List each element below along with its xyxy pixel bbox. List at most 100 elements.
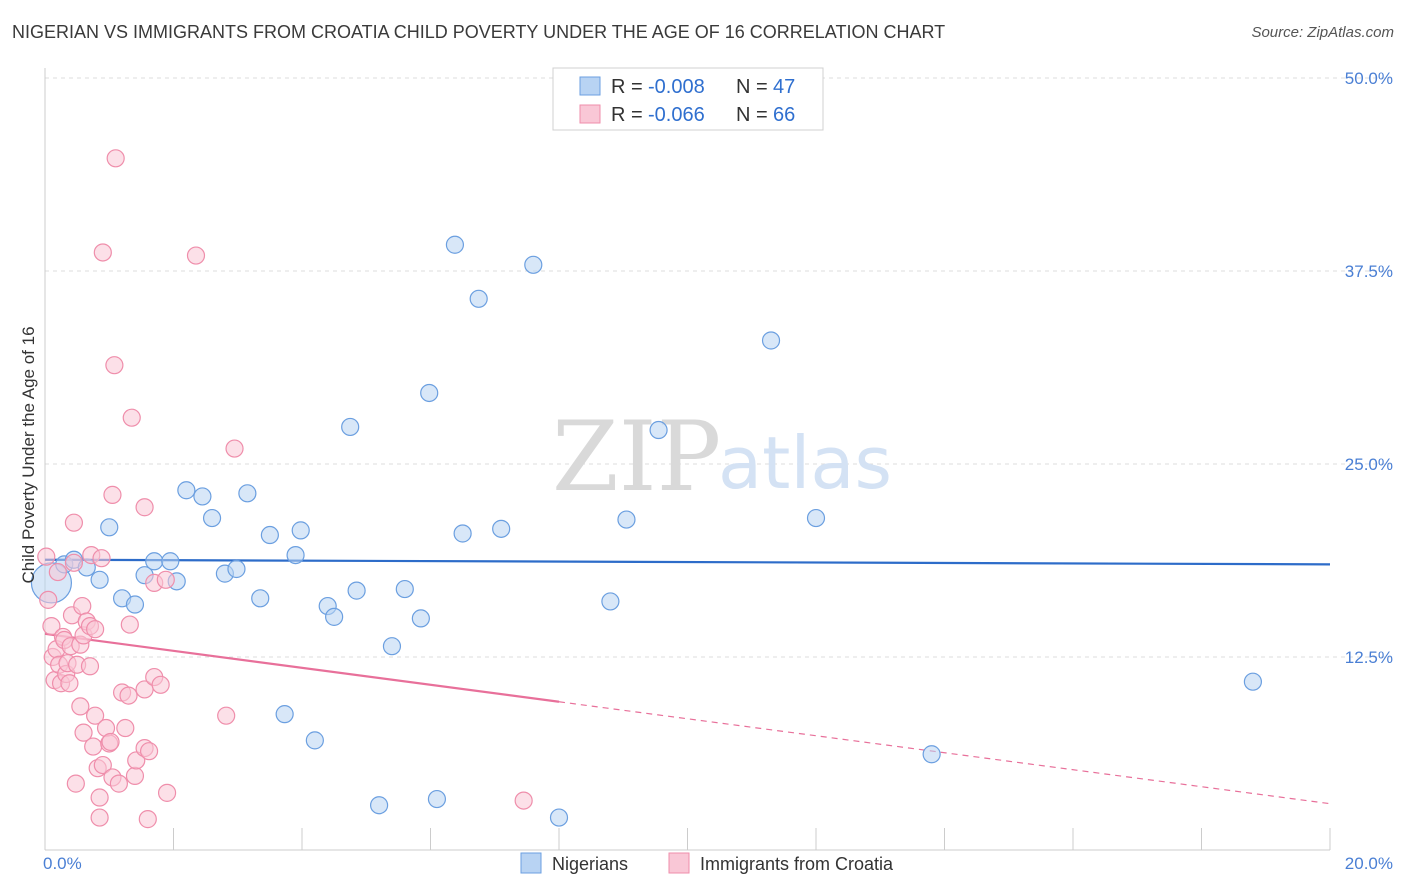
point-nigerians [202,508,222,528]
point-croatia [135,498,154,517]
bottom-legend-croatia: Immigrants from Croatia [700,854,894,874]
point-croatia [93,755,112,775]
point-croatia [120,615,139,634]
point-nigerians [617,510,636,529]
point-nigerians [286,545,305,565]
point-nigerians [370,796,389,815]
point-croatia [106,149,125,168]
y-tick-label: 50.0% [1345,69,1393,88]
x-tick-label-start: 0.0% [43,854,82,873]
point-croatia [119,686,138,705]
legend-n-value-2: 66 [773,104,795,126]
point-nigerians [806,508,826,528]
point-nigerians [469,289,488,308]
tick-labels: 12.5% 25.0% 37.5% 50.0% 0.0% 20.0% [43,69,1393,873]
point-nigerians [453,524,472,543]
point-nigerians [382,637,402,656]
bottom-legend-swatch-croatia [668,852,690,874]
y-tick-label: 12.5% [1345,648,1393,667]
point-nigerians [291,521,310,540]
point-nigerians [524,255,543,274]
point-nigerians [420,383,439,403]
point-nigerians [193,487,212,506]
point-nigerians [325,607,344,626]
point-nigerians [601,592,620,611]
point-croatia [48,562,67,582]
point-nigerians [161,552,180,571]
point-nigerians [177,481,196,500]
point-nigerians [227,559,246,579]
point-croatia [86,620,105,639]
point-croatia [74,723,93,742]
axes [44,68,1331,851]
point-nigerians [251,589,270,608]
point-croatia [139,742,159,761]
point-nigerians [411,609,430,628]
point-croatia [73,596,92,616]
point-croatia [84,737,103,756]
point-croatia [138,810,157,829]
chart-title: NIGERIAN VS IMMIGRANTS FROM CROATIA CHIL… [12,22,946,42]
point-nigerians [445,235,465,254]
legend-n-label-1: N = [736,76,768,98]
point-croatia [37,547,56,566]
legend-swatch-croatia [579,104,601,124]
point-nigerians [90,570,109,589]
point-croatia [186,246,206,265]
point-croatia [71,697,90,716]
point-nigerians [395,579,414,599]
legend-swatch-nigerians [579,76,601,96]
point-croatia [42,617,61,636]
point-croatia [157,783,177,802]
y-axis-label: Child Poverty Under the Age of 16 [19,326,38,583]
point-nigerians [275,705,294,724]
point-croatia [125,766,145,785]
point-croatia [225,439,244,458]
point-croatia [103,485,122,504]
legend-r-label-2: R = [611,104,643,126]
point-nigerians [427,789,447,809]
data-points [30,149,1263,829]
point-croatia [86,706,105,725]
point-croatia [514,791,533,810]
point-croatia [80,657,100,676]
x-tick-label-end: 20.0% [1345,854,1393,873]
point-croatia [93,243,112,262]
trend-line-croatia-dashed [558,701,1331,805]
point-nigerians [1243,672,1263,691]
point-croatia [122,408,141,427]
point-nigerians [260,525,279,545]
point-nigerians [549,808,569,827]
point-croatia [66,774,85,793]
point-croatia [101,732,120,752]
point-croatia [92,549,111,568]
point-nigerians [145,552,164,571]
legend-r-value-1: -0.008 [648,76,705,98]
trend-lines [44,558,1331,805]
point-croatia [217,706,236,725]
y-tick-label: 25.0% [1345,455,1393,474]
legend-n-label-2: N = [736,104,768,126]
source-label: Source: ZipAtlas.com [1251,24,1394,41]
point-croatia [151,675,170,694]
legend-n-value-1: 47 [773,76,795,98]
watermark-zip: ZIP [552,401,721,513]
point-croatia [64,513,84,532]
point-croatia [90,788,109,807]
point-nigerians [922,745,941,764]
bottom-legend-nigerians: Nigerians [552,854,628,874]
trend-line-nigerians [44,558,1331,566]
bottom-legend-swatch-nigerians [520,852,542,874]
point-croatia [109,774,128,793]
point-nigerians [238,484,257,503]
legend-r-value-2: -0.066 [648,104,705,126]
trend-line-croatia [44,632,560,703]
point-nigerians [100,518,119,537]
gridlines [45,77,1392,658]
point-nigerians [341,417,360,437]
y-tick-label: 37.5% [1345,262,1393,281]
point-croatia [39,590,58,609]
point-croatia [105,356,124,375]
point-croatia [64,553,84,572]
